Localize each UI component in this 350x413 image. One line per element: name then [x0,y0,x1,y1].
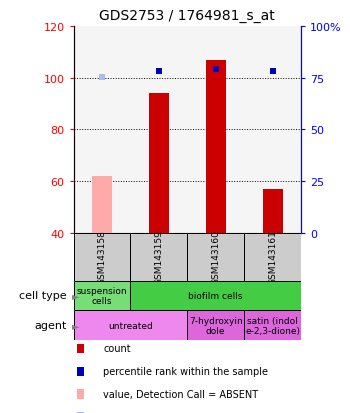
Text: untreated: untreated [108,321,153,330]
Text: GDS2753 / 1764981_s_at: GDS2753 / 1764981_s_at [99,9,275,23]
Text: GSM143160: GSM143160 [211,230,220,285]
Bar [262,190,282,233]
Text: ►: ► [72,291,79,301]
Text: satin (indol
e-2,3-dione): satin (indol e-2,3-dione) [245,316,300,335]
Text: percentile rank within the sample: percentile rank within the sample [103,366,268,376]
Bar [92,177,112,233]
Text: GSM143161: GSM143161 [268,230,277,285]
Text: ►: ► [72,320,79,330]
Text: agent: agent [34,320,66,330]
Text: value, Detection Call = ABSENT: value, Detection Call = ABSENT [103,389,258,399]
Bar [244,233,301,281]
Text: rank, Detection Call = ABSENT: rank, Detection Call = ABSENT [103,412,253,413]
Text: suspension
cells: suspension cells [77,286,127,305]
Bar [74,311,187,340]
Bar [74,233,130,281]
Text: 7-hydroxyin
dole: 7-hydroxyin dole [189,316,243,335]
Bar [149,94,169,233]
Bar [74,281,130,311]
Text: biofilm cells: biofilm cells [188,291,243,300]
Bar [130,281,301,311]
Text: GSM143158: GSM143158 [97,230,106,285]
Bar [130,233,187,281]
Bar [206,60,226,233]
Text: GSM143159: GSM143159 [154,230,163,285]
Bar [244,311,301,340]
Bar [187,311,244,340]
Text: cell type: cell type [19,291,66,301]
Text: count: count [103,344,131,354]
Bar [187,233,244,281]
